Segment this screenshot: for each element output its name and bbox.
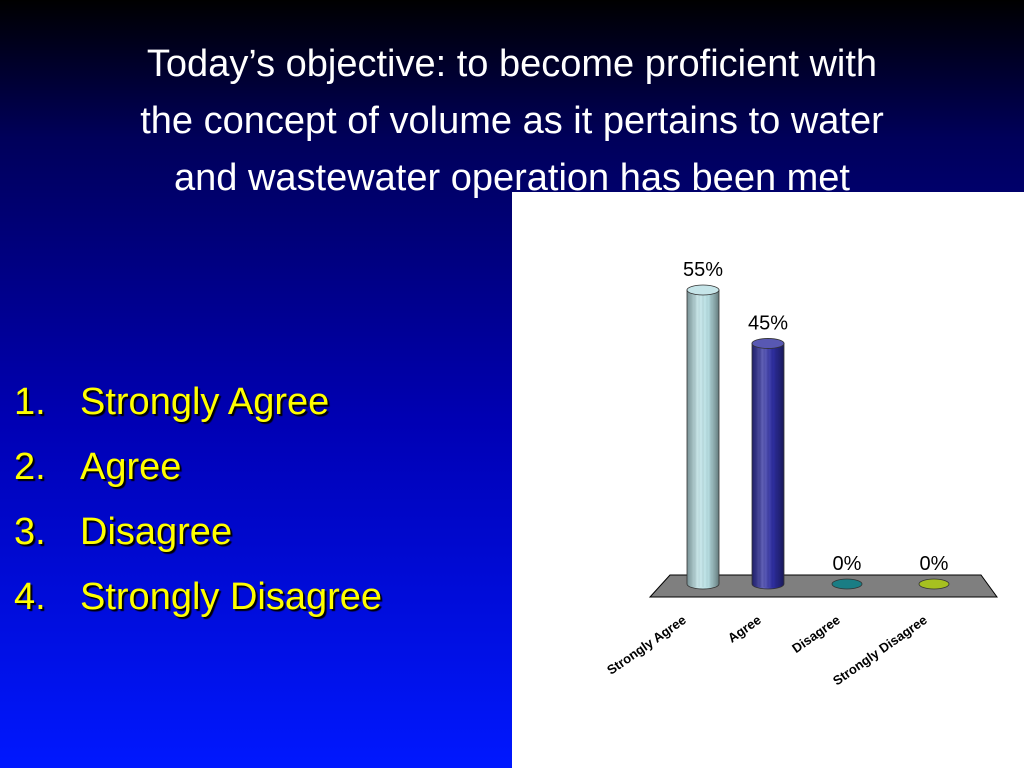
option-number: 3. <box>14 511 46 553</box>
option-label: Disagree <box>80 511 233 553</box>
slide-title: Today’s objective: to become proficient … <box>0 36 1024 207</box>
bar-disagree <box>831 578 863 590</box>
option-number: 4. <box>14 576 46 618</box>
option-label: Agree <box>80 446 182 488</box>
option-number: 1. <box>14 381 46 423</box>
chart-panel: 55% 45% 0% 0% Strongly Agree Agree Disagree Str… <box>512 192 1024 768</box>
bar-strongly-disagree <box>918 578 950 590</box>
bar-top <box>686 284 720 296</box>
category-label: Disagree <box>789 612 843 656</box>
option-label: Strongly Disagree <box>80 576 383 618</box>
category-label: Strongly Disagree <box>830 612 930 688</box>
category-label: Strongly Agree <box>604 612 689 677</box>
data-label: 55% <box>683 259 723 281</box>
option-number: 2. <box>14 446 46 488</box>
chart-floor <box>648 574 998 598</box>
bar-top <box>751 338 785 349</box>
data-label: 45% <box>748 312 788 334</box>
bar-chart: 55% 45% 0% 0% Strongly Agree Agree DisagreeStr… <box>604 259 998 688</box>
title-line-2: the concept of volume as it pertains to … <box>140 100 884 142</box>
data-label: 0% <box>920 553 949 575</box>
option-label: Strongly Agree <box>80 381 330 423</box>
title-line-1: Today’s objective: to become proficient … <box>146 43 878 85</box>
data-label: 0% <box>833 553 862 575</box>
category-label: Agree <box>725 612 764 645</box>
